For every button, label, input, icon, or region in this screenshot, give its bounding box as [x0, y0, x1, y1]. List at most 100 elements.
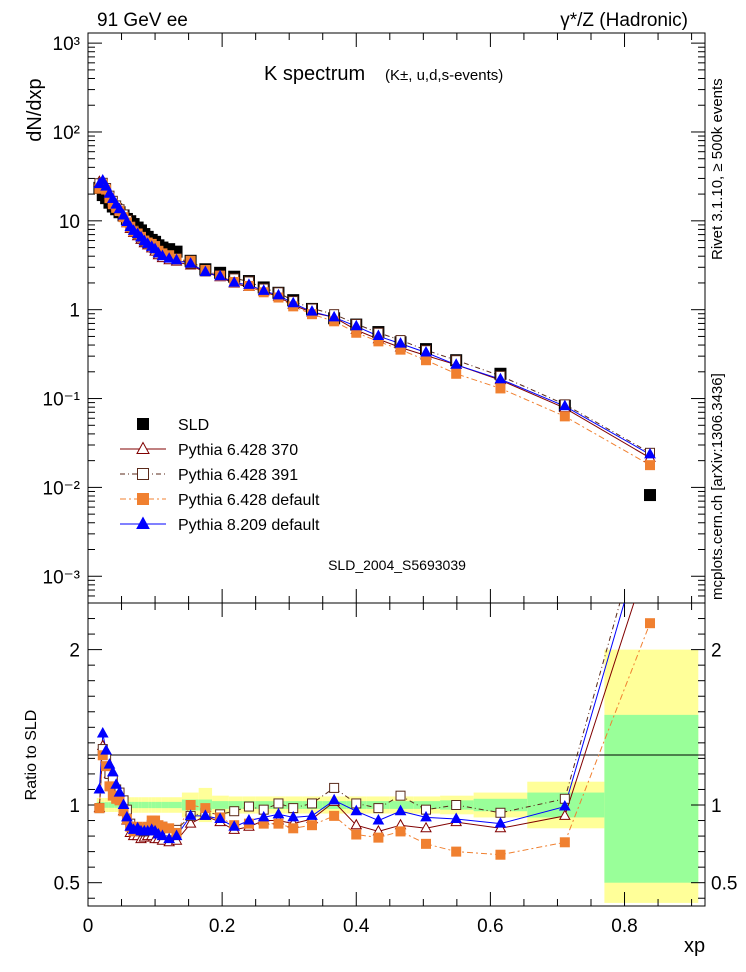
ratio-point: [329, 810, 340, 821]
legend-marker: [137, 468, 149, 480]
legend-marker: [137, 418, 149, 430]
ratio-point: [558, 809, 571, 820]
ratio-point: [306, 820, 317, 831]
ratio-axis-ticks: 0.5 0.5 1 1 2 2 0 0.2 0.4 0.6 0.8: [54, 603, 737, 937]
ratio-point: [163, 832, 175, 844]
y-tick-label: 10²: [53, 123, 80, 144]
ratio-point: [451, 846, 462, 857]
stat-uncertainty-band: [161, 801, 169, 809]
mc-point: [306, 305, 318, 316]
mc-point: [170, 253, 183, 265]
ratio-point: [288, 823, 299, 834]
chart-subtitle: (K±, u,d,s-events): [385, 67, 503, 84]
analysis-id: SLD_2004_S5693039: [328, 557, 466, 573]
ratio-point: [372, 814, 385, 825]
legend: SLD Pythia 6.428 370 Pythia 6.428 391 Pythi…: [120, 417, 320, 534]
mc-point: [163, 252, 175, 263]
x-axis-label: xp: [684, 935, 705, 957]
ratio-point: [450, 812, 463, 823]
x-tick-label: 0.8: [611, 916, 637, 937]
ratio-y-tick-label-right: 1: [711, 796, 722, 817]
ratio-point: [495, 849, 506, 860]
stat-uncertainty-band: [604, 714, 699, 883]
mc-point: [287, 296, 300, 308]
ratio-point: [94, 803, 105, 814]
series-line: [99, 183, 651, 466]
mc-point: [243, 278, 255, 289]
data-point: [644, 489, 657, 502]
stat-uncertainty-band: [104, 802, 109, 808]
header-right: γ*/Z (Hadronic): [560, 10, 688, 31]
ratio-point: [394, 804, 407, 816]
ratio-y-tick-label: 2: [69, 641, 80, 662]
ratio-point: [184, 809, 197, 820]
stat-uncertainty-band: [473, 798, 528, 812]
x-tick-label: 0: [83, 916, 94, 937]
mc-point: [494, 372, 507, 384]
ratio-point: [306, 809, 318, 820]
ratio-point: [273, 818, 284, 829]
ratio-point: [257, 810, 270, 822]
stat-uncertainty-band: [108, 802, 112, 808]
ratio-point: [273, 798, 284, 809]
main-y-label: dN/dxp: [24, 78, 46, 141]
legend-marker: [136, 516, 150, 529]
stat-uncertainty-band: [141, 801, 146, 809]
ratio-point: [229, 806, 240, 817]
stat-uncertainty-band: [134, 801, 139, 809]
ratio-uncertainty-bands: [96, 649, 699, 903]
ratio-point: [495, 807, 506, 818]
ratio-point: [350, 818, 363, 830]
stat-uncertainty-band: [131, 801, 135, 809]
chart-title: K spectrum: [264, 63, 365, 85]
ratio-point: [243, 814, 255, 825]
y-tick-label: 10⁻³: [43, 567, 81, 588]
legend-label: Pythia 8.209 default: [178, 517, 320, 534]
mc-point: [394, 337, 407, 348]
ratio-point: [645, 509, 655, 518]
mc-point: [228, 276, 241, 287]
ratio-point: [96, 726, 109, 738]
stat-uncertainty-band: [148, 801, 152, 809]
ratio-y-tick-label: 1: [69, 796, 80, 817]
ratio-point: [121, 810, 133, 822]
main-axis-ticks: 10⁻³ 10⁻² 10⁻¹ 1 10 10² 10³: [43, 33, 705, 604]
ratio-point: [494, 817, 507, 828]
ratio-point: [106, 765, 119, 777]
ratio-point: [558, 800, 571, 811]
mc-point: [420, 345, 432, 357]
mc-point: [257, 284, 270, 295]
ratio-point: [451, 800, 462, 810]
stat-uncertainty-band: [389, 801, 414, 809]
ratio-point: [199, 809, 212, 820]
y-tick-label: 10⁻¹: [43, 390, 81, 411]
ratio-point: [93, 782, 106, 794]
y-tick-label: 1: [69, 301, 80, 322]
stat-uncertainty-band: [145, 801, 149, 809]
mc-point: [156, 249, 169, 261]
ratio-point: [328, 793, 340, 805]
mc-point: [117, 208, 130, 220]
ratio-point: [559, 837, 570, 848]
ratio-point: [170, 829, 183, 841]
mc-point: [100, 180, 112, 191]
mc-point: [199, 265, 212, 277]
stat-uncertainty-band: [138, 801, 142, 809]
ratio-point: [184, 817, 197, 828]
ratio-point: [100, 744, 112, 755]
stat-uncertainty-band: [168, 801, 182, 809]
mc-point: [558, 399, 571, 411]
ratio-point: [645, 548, 655, 557]
y-tick-label: 10: [59, 212, 80, 233]
y-tick-label: 10⁻²: [43, 478, 81, 499]
legend-label: Pythia 6.428 370: [178, 442, 298, 459]
ratio-point: [373, 803, 384, 814]
x-tick-label: 0.6: [477, 916, 503, 937]
ratio-point: [110, 778, 123, 789]
ratio-point: [420, 810, 432, 822]
ratio-point: [185, 800, 196, 810]
ratio-point: [243, 801, 254, 812]
mc-point: [113, 202, 126, 214]
mcplots-label: mcplots.cern.ch [arXiv:1306.3436]: [709, 373, 726, 600]
